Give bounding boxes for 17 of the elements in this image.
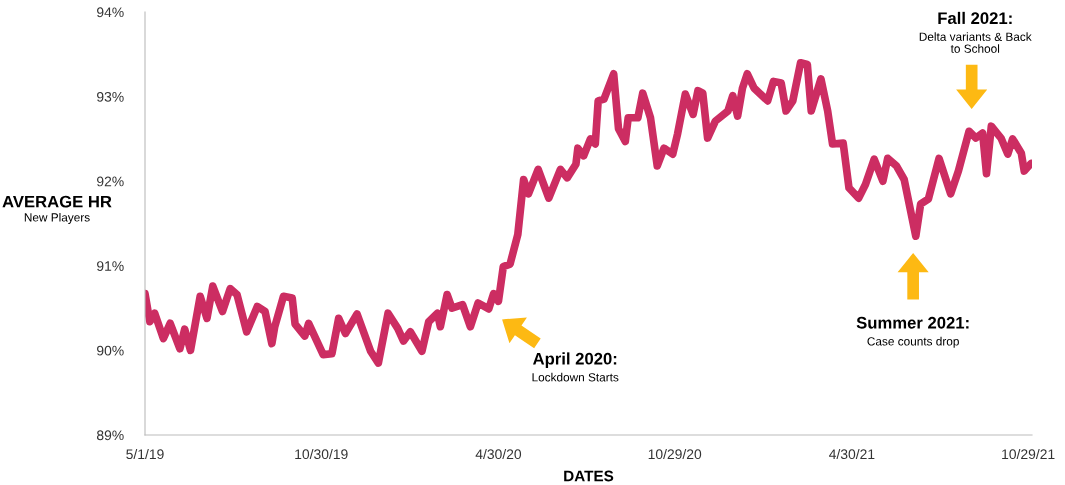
y-tick-label: 90%	[97, 345, 124, 356]
x-tick-label: 4/30/21	[829, 448, 875, 460]
x-tick-label: 10/29/20	[648, 448, 702, 460]
y-tick-label: 93%	[97, 91, 124, 102]
y-tick-label: 94%	[97, 7, 124, 18]
annotation: Fall 2021: Delta variants & Back to School	[919, 11, 1032, 53]
x-tick-label: 5/1/19	[126, 448, 164, 460]
y-tick-label: 92%	[97, 176, 124, 187]
x-tick-label: 10/29/21	[1002, 448, 1055, 460]
y-tick-label: 91%	[97, 261, 124, 271]
annotation: April 2020: Lockdown Starts	[532, 352, 619, 382]
y-tick-label: 89%	[96, 430, 124, 441]
x-tick-label: 4/30/20	[475, 448, 522, 460]
x-tick-label: 10/30/19	[295, 448, 348, 460]
y-axis-title: AVERAGE HR New Players	[2, 195, 112, 224]
x-axis-title: DATES	[564, 470, 614, 482]
annotation: Summer 2021: Case counts drop	[856, 316, 969, 348]
